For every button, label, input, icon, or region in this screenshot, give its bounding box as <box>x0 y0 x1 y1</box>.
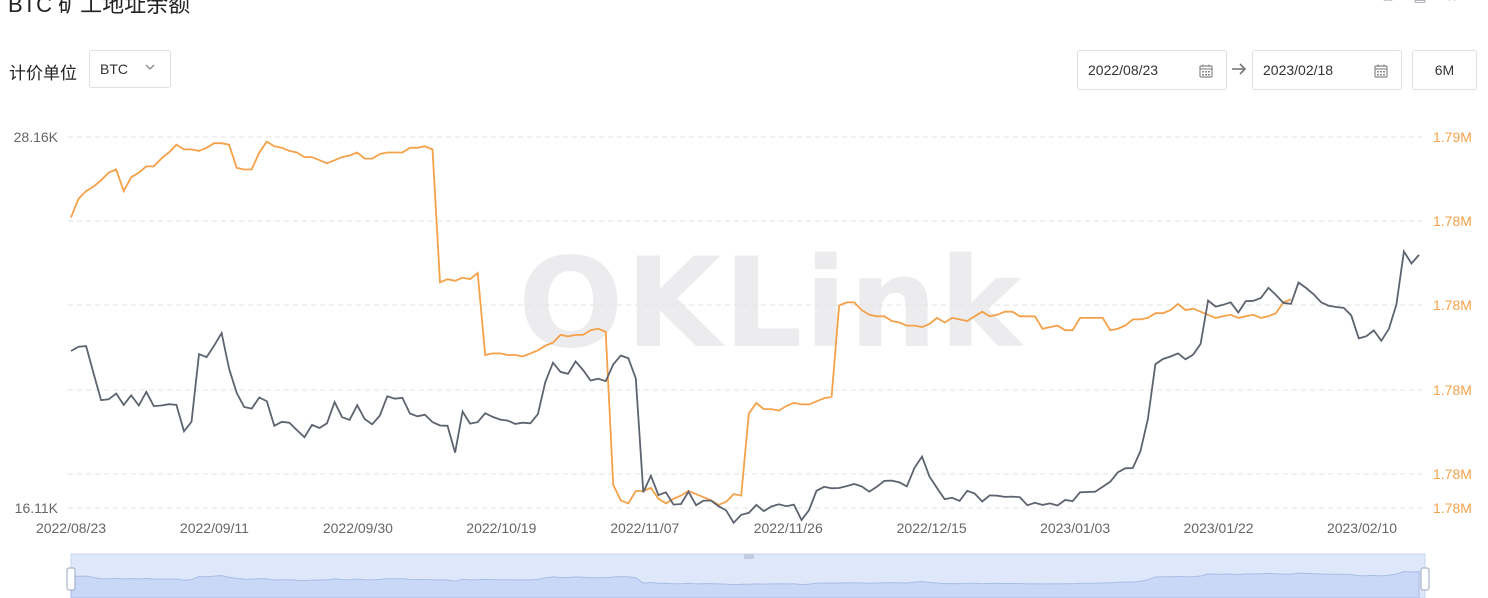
x-tick-label: 2022/11/26 <box>754 520 823 536</box>
navigator-right-handle[interactable] <box>1420 567 1430 591</box>
x-tick-label: 2022/12/15 <box>897 520 967 536</box>
unit-select[interactable]: BTC <box>89 50 171 88</box>
series-line-balance <box>70 140 1292 506</box>
x-tick-label: 2023/02/10 <box>1327 520 1397 536</box>
chevron-down-icon <box>145 64 155 70</box>
y-right-tick-label: 1.78M <box>1433 213 1472 229</box>
y-left-tick-label: 16.11K <box>15 500 59 516</box>
navigator-left-handle[interactable] <box>66 567 76 591</box>
arrow-right-icon <box>1232 63 1247 75</box>
end-date-value: 2023/02/18 <box>1263 62 1334 78</box>
download-icon[interactable]: □ <box>1380 0 1396 4</box>
unit-select-value: BTC <box>100 61 128 77</box>
y-right-tick-label: 1.78M <box>1433 297 1472 313</box>
y-left-tick-label: 28.16K <box>14 129 59 145</box>
x-tick-label: 2023/01/03 <box>1040 520 1110 536</box>
x-tick-label: 2022/10/19 <box>466 520 536 536</box>
star-icon[interactable]: ★ <box>1444 0 1460 4</box>
y-right-tick-label: 1.78M <box>1433 382 1472 398</box>
navigator-top-grip <box>744 554 754 559</box>
period-6m-button[interactable]: 6M <box>1412 50 1477 90</box>
page-title: BTC 矿工地址余额 <box>8 0 191 17</box>
header-toolbar: □ ▤ ★ <box>1380 0 1460 4</box>
calendar-icon <box>1199 64 1213 78</box>
series-line-price <box>70 248 1420 525</box>
navigator-series <box>70 571 1420 598</box>
x-tick-label: 2022/11/07 <box>610 520 679 536</box>
y-right-tick-label: 1.78M <box>1433 466 1472 482</box>
y-right-tick-label: 1.78M <box>1433 500 1472 516</box>
start-date-value: 2022/08/23 <box>1088 62 1159 78</box>
x-tick-label: 2022/08/23 <box>36 520 106 536</box>
end-date-input[interactable]: 2023/02/18 <box>1252 50 1402 90</box>
calendar-icon <box>1374 64 1388 78</box>
unit-label: 计价单位 <box>9 64 77 83</box>
x-tick-label: 2022/09/11 <box>180 520 249 536</box>
fullscreen-icon[interactable]: ▤ <box>1412 0 1428 4</box>
x-tick-label: 2023/01/22 <box>1184 520 1254 536</box>
y-right-tick-label: 1.79M <box>1433 129 1472 145</box>
x-tick-label: 2022/09/30 <box>323 520 393 536</box>
line-chart: 28.16K 16.11K 1.79M 1.78M 1.78M 1.78M 1.78M 1.7… <box>14 129 1472 598</box>
start-date-input[interactable]: 2022/08/23 <box>1077 50 1227 90</box>
